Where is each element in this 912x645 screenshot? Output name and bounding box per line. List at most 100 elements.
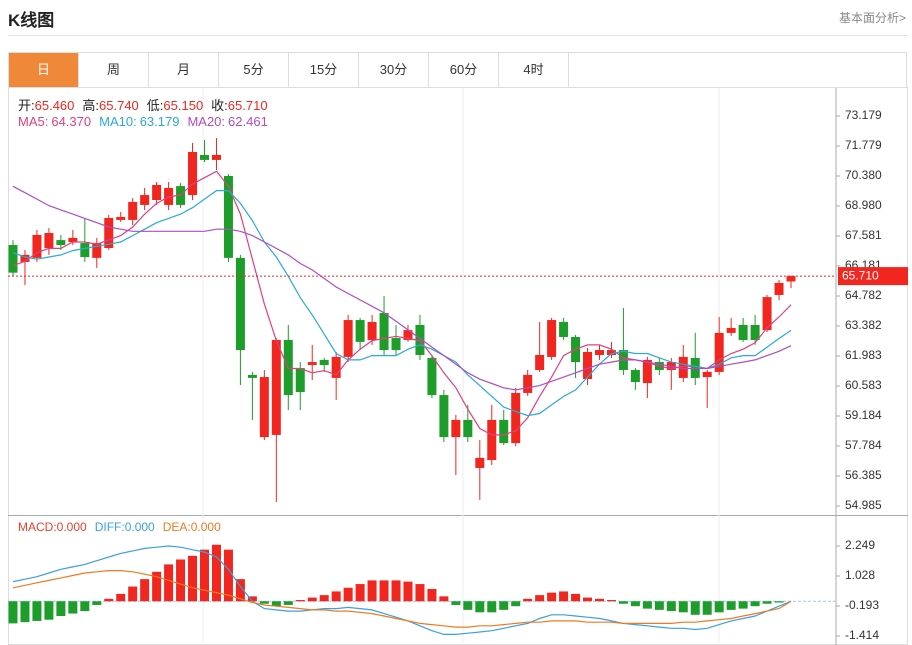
candle-body [547, 320, 557, 357]
y-tick-label: 71.779 [845, 138, 882, 152]
macd-bar [535, 595, 545, 602]
indicator-line [12, 570, 792, 628]
macd-bar [738, 601, 748, 609]
candle-body [774, 282, 784, 295]
legend-value: 63.179 [139, 114, 180, 129]
macd-bar [403, 581, 413, 602]
ohlc-name: 开: [18, 98, 35, 113]
macd-bar [726, 601, 736, 610]
period-tab[interactable]: 15分 [289, 53, 359, 87]
candle-body [223, 175, 233, 258]
candle-body [32, 234, 42, 258]
macd-bar [379, 580, 389, 602]
legend-value: 64.370 [51, 114, 92, 129]
candle-body [271, 339, 281, 435]
fundamental-link[interactable]: 基本面分析> [838, 11, 906, 25]
candle-body [511, 392, 521, 444]
candle-body [559, 321, 569, 337]
macd-bar [547, 592, 557, 602]
candle-body [20, 254, 30, 262]
y-tick-label: 57.784 [845, 438, 882, 452]
macd-bar [439, 596, 449, 602]
ohlc-value: 65.460 [34, 98, 75, 113]
macd-bar [343, 587, 353, 602]
candle-body [702, 371, 712, 378]
macd-bar [427, 588, 437, 602]
macd-bar [176, 559, 186, 602]
candle-body [343, 320, 353, 357]
candle-body [750, 324, 760, 340]
macd-bar [128, 586, 138, 602]
macd-bar [463, 601, 473, 610]
macd-bar [80, 601, 90, 612]
macd-bar [32, 601, 42, 621]
period-tab[interactable]: 5分 [219, 53, 289, 87]
indicator-line [12, 545, 792, 635]
macd-bar [283, 601, 293, 605]
y-tick-label: -0.193 [845, 598, 879, 612]
macd-bar [511, 601, 521, 607]
candle-body [307, 362, 317, 366]
candle-body [247, 374, 257, 378]
ohlc-name: 低: [146, 98, 164, 113]
macd-bar [630, 601, 640, 607]
candle-body [211, 154, 221, 160]
period-tab[interactable]: 4时 [499, 53, 569, 87]
candle-body [8, 245, 18, 273]
macd-bar [499, 601, 509, 610]
candle-body [44, 233, 54, 249]
candle-body [583, 351, 593, 379]
y-tick-label: 73.179 [845, 108, 882, 122]
candle-body [738, 324, 748, 340]
candle-body [499, 419, 509, 444]
period-tab[interactable]: 30分 [359, 53, 429, 87]
candle-body [391, 338, 401, 351]
last-price-tag [838, 267, 908, 286]
ohlc-value: 65.710 [227, 98, 268, 113]
candle-body [606, 350, 616, 355]
y-tick-label: 2.249 [845, 538, 875, 552]
y-tick-label: 60.583 [845, 378, 882, 392]
macd-legend: MACD:0.000 DIFF:0.000 DEA:0.000 [18, 520, 221, 534]
macd-bar [690, 601, 700, 615]
candle-body [92, 243, 102, 258]
legend-value: 62.461 [228, 114, 268, 129]
macd-bar [92, 601, 102, 605]
candle-body [56, 240, 66, 246]
period-tab[interactable]: 周 [79, 53, 149, 87]
y-tick-label: 61.983 [845, 348, 882, 362]
candle-body [331, 356, 341, 378]
ohlc-value: 65.740 [99, 98, 139, 113]
candle-body [355, 320, 365, 342]
indicator-line [12, 170, 792, 436]
macd-bar [391, 580, 401, 602]
legend-value: 0.000 [56, 520, 87, 534]
y-tick-label: 64.782 [845, 288, 882, 302]
candle-body [128, 201, 138, 220]
candle-body [140, 195, 150, 205]
macd-bar [44, 601, 54, 620]
macd-bar [702, 601, 712, 615]
period-tabs: 日周月 5分 15分 30分 60分 4时 [8, 52, 907, 87]
candle-body [475, 457, 485, 468]
macd-bar [583, 597, 593, 602]
macd-bar [559, 591, 569, 602]
y-tick-label: 68.980 [845, 198, 882, 212]
period-tab[interactable]: 60分 [429, 53, 499, 87]
legend-name: MA20: [187, 114, 226, 129]
candle-body [295, 368, 305, 393]
macd-bar [774, 601, 784, 603]
macd-bar [523, 598, 533, 602]
divider [8, 35, 908, 36]
legend-name: MA5: [18, 114, 49, 129]
macd-bar [247, 596, 257, 602]
macd-bar [211, 544, 221, 602]
macd-bar [666, 601, 676, 612]
period-tab[interactable]: 日 [9, 53, 79, 87]
period-tab[interactable]: 月 [149, 53, 219, 87]
legend-value: 0.000 [190, 520, 221, 534]
macd-bar [319, 595, 329, 602]
macd-bar [762, 601, 772, 604]
